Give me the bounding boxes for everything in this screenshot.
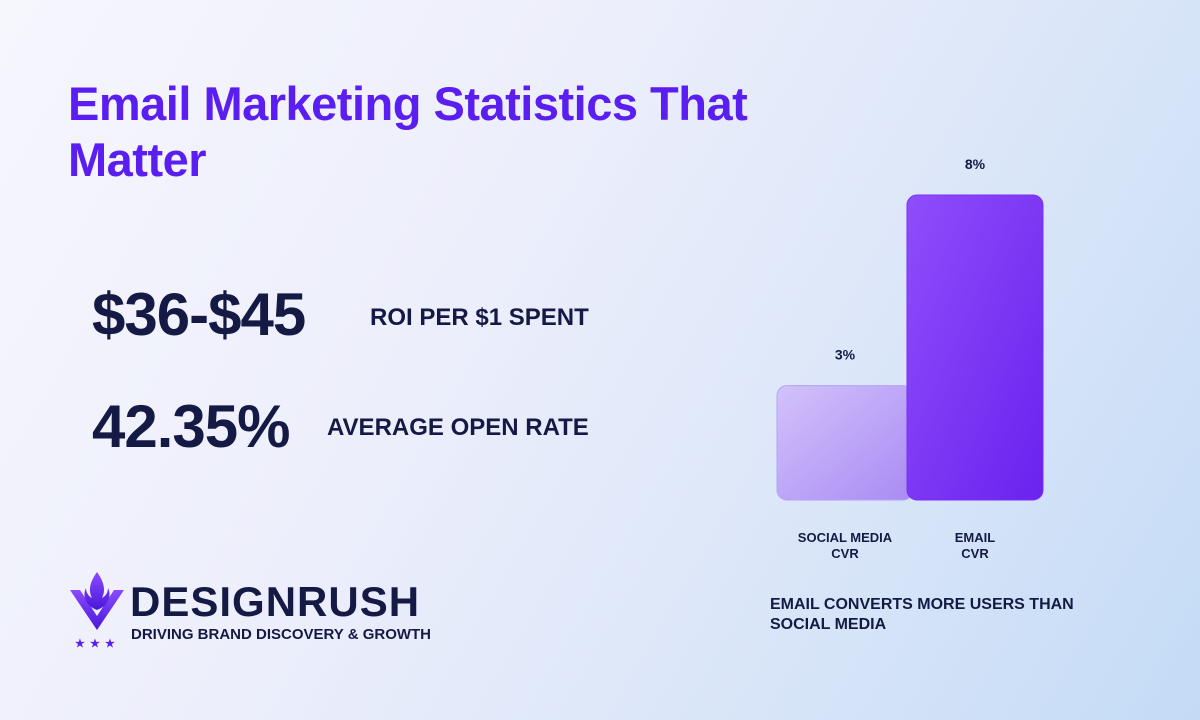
stat-value: 42.35%: [92, 393, 290, 460]
svg-text:★: ★: [90, 638, 100, 650]
brand-logo: ★ ★ ★: [70, 572, 124, 650]
svg-text:★: ★: [75, 638, 85, 650]
svg-text:★: ★: [105, 638, 115, 650]
category-label: EMAIL CVR: [954, 530, 996, 561]
stat-label: AVERAGE OPEN RATE: [327, 414, 589, 441]
stat-label: ROI PER $1 SPENT: [370, 304, 589, 331]
chart-caption: EMAIL CONVERTS MORE USERS THAN SOCIAL ME…: [770, 596, 1074, 633]
value-label: 8%: [965, 156, 986, 172]
stat-value: $36-$45: [92, 281, 306, 348]
brand-tagline: DRIVING BRAND DISCOVERY & GROWTH: [131, 626, 432, 643]
title: Email Marketing Statistics That Matter: [68, 77, 748, 186]
brand-name: DESIGNRUSH: [130, 578, 421, 625]
category-label: SOCIAL MEDIA CVR: [797, 530, 893, 561]
bar: [776, 385, 914, 501]
bar: [906, 194, 1044, 501]
value-label: 3%: [835, 347, 856, 363]
